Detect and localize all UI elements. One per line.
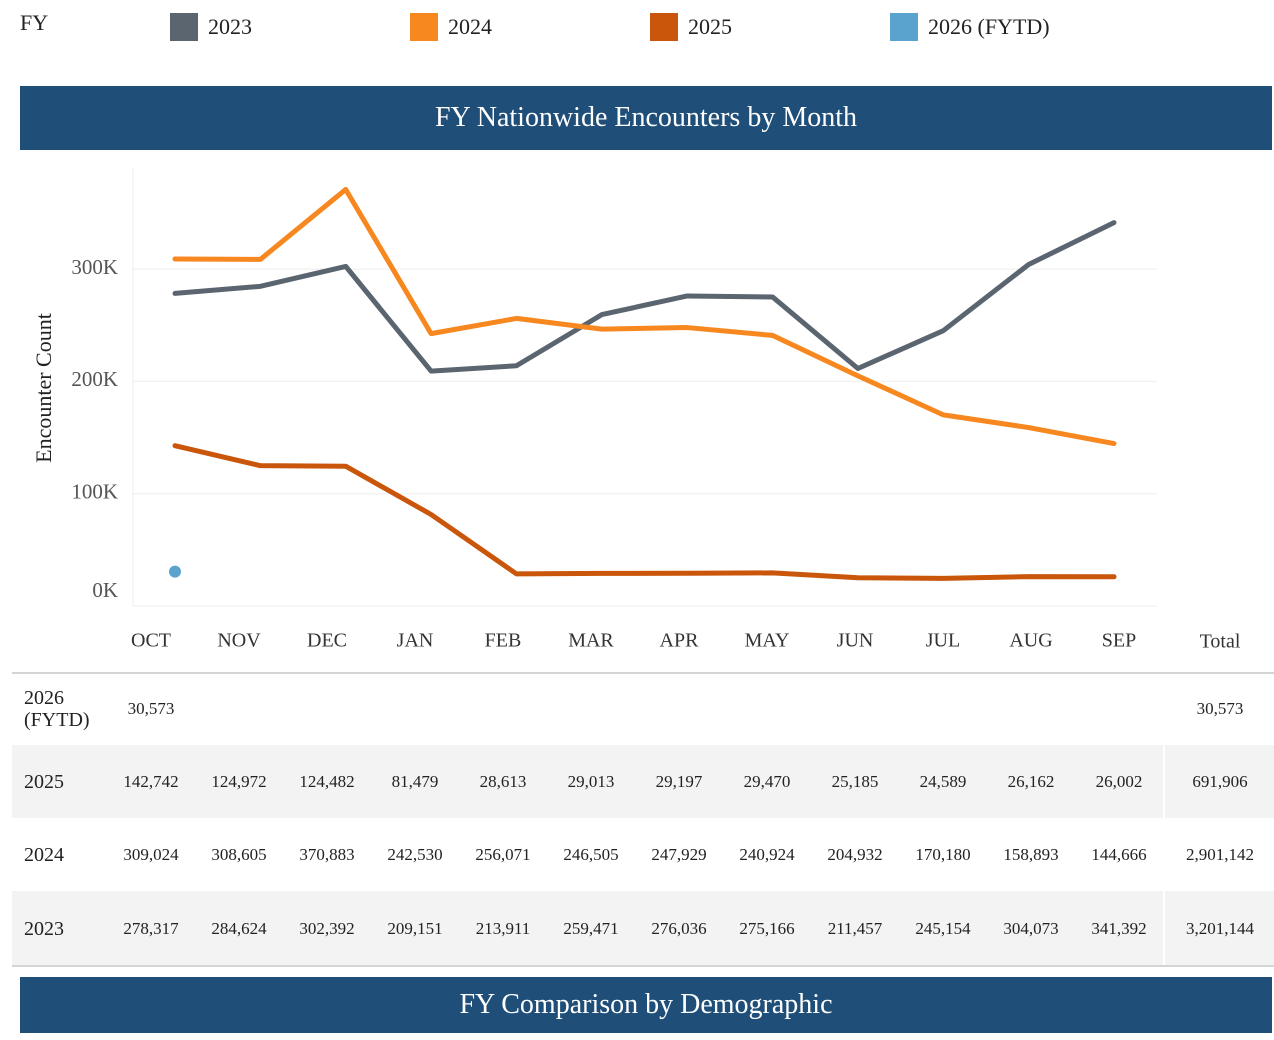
x-tick-label: NOV xyxy=(217,630,261,652)
table-cell: 25,185 xyxy=(831,771,879,791)
x-tick-label: JUN xyxy=(837,630,874,652)
row-background xyxy=(1165,891,1274,966)
table-cell: 304,073 xyxy=(1003,918,1059,938)
row-label: 2025 xyxy=(24,770,64,793)
legend-swatch xyxy=(170,13,198,41)
chart-title: FY Nationwide Encounters by Month xyxy=(20,86,1272,150)
data-point xyxy=(169,565,181,578)
x-tick-label: MAY xyxy=(745,630,790,652)
y-tick-label: 0K xyxy=(92,578,118,602)
total-cell: 3,201,144 xyxy=(1186,918,1254,938)
total-cell: 691,906 xyxy=(1192,771,1248,791)
table-cell: 213,911 xyxy=(475,918,531,938)
table-cell: 309,024 xyxy=(123,844,179,864)
legend-swatch xyxy=(410,13,438,41)
table-cell: 170,180 xyxy=(915,844,971,864)
x-tick-label: JAN xyxy=(397,630,434,652)
total-cell: 2,901,142 xyxy=(1186,844,1254,864)
section-title: FY Comparison by Demographic xyxy=(20,977,1272,1033)
x-tick-label: JUL xyxy=(926,630,960,652)
table-rule xyxy=(12,965,1274,967)
y-axis-label: Encounter Count xyxy=(31,313,56,463)
y-tick-label: 100K xyxy=(71,480,118,504)
table-cell: 28,613 xyxy=(479,771,527,791)
legend-label: 2024 xyxy=(448,14,492,39)
series-line xyxy=(172,443,1117,581)
x-tick-label: SEP xyxy=(1102,630,1136,652)
table-cell: 246,505 xyxy=(563,844,619,864)
table-cell: 209,151 xyxy=(387,918,443,938)
table-cell: 144,666 xyxy=(1091,844,1147,864)
legend-label: 2026 (FYTD) xyxy=(928,14,1050,39)
row-label: 2023 xyxy=(24,917,64,940)
row-label: 2026 (FYTD) xyxy=(24,687,90,731)
table-cell: 256,071 xyxy=(475,844,531,864)
x-tick-label: MAR xyxy=(568,630,614,652)
total-header: Total xyxy=(1200,631,1241,653)
table-cell: 242,530 xyxy=(387,844,443,864)
table-cell: 284,624 xyxy=(211,918,267,938)
table-cell: 81,479 xyxy=(391,771,439,791)
legend-label: 2023 xyxy=(208,14,252,39)
table-cell: 124,972 xyxy=(211,771,267,791)
table-cell: 308,605 xyxy=(211,844,267,864)
legend-swatch xyxy=(650,13,678,41)
table-cell: 124,482 xyxy=(299,771,355,791)
legend-swatch xyxy=(890,13,918,41)
chart: Encounter Count 0K 100K 200K 300K OCT NOV DEC J… xyxy=(31,168,1241,653)
table-cell: 259,471 xyxy=(563,918,619,938)
x-tick-label: APR xyxy=(660,630,700,652)
table-cell: 204,932 xyxy=(827,844,883,864)
legend-label: 2025 xyxy=(688,14,732,39)
x-tick-label: FEB xyxy=(485,630,522,652)
table-cell: 158,893 xyxy=(1003,844,1059,864)
table-cell: 276,036 xyxy=(651,918,707,938)
series-line xyxy=(172,220,1117,374)
row-background xyxy=(1165,745,1274,818)
total-cell: 30,573 xyxy=(1196,699,1244,718)
table-cell: 30,573 xyxy=(127,699,175,718)
table-rule xyxy=(12,672,1274,674)
table-cell: 275,166 xyxy=(739,918,795,938)
table-cell: 240,924 xyxy=(739,844,795,864)
table-cell: 29,197 xyxy=(655,771,703,791)
x-tick-label: DEC xyxy=(307,630,347,652)
table-cell: 142,742 xyxy=(123,771,179,791)
x-tick-label: AUG xyxy=(1009,630,1052,652)
table-cell: 247,929 xyxy=(651,844,707,864)
legend-title: FY xyxy=(20,10,49,35)
row-background xyxy=(12,891,1163,966)
table-cell: 278,317 xyxy=(123,918,179,938)
table-cell: 24,589 xyxy=(919,771,967,791)
y-tick-label: 200K xyxy=(71,367,118,391)
table-cell: 341,392 xyxy=(1091,918,1147,938)
table-cell: 29,470 xyxy=(743,771,791,791)
table-cell: 245,154 xyxy=(915,918,971,938)
table-cell: 370,883 xyxy=(299,844,355,864)
y-tick-label: 300K xyxy=(71,255,118,279)
x-tick-label: OCT xyxy=(131,630,171,652)
table-cell: 302,392 xyxy=(299,918,355,938)
table-cell: 26,002 xyxy=(1095,771,1143,791)
row-background xyxy=(12,745,1163,818)
table-cell: 211,457 xyxy=(827,918,883,938)
table-cell: 26,162 xyxy=(1007,771,1055,791)
series-line xyxy=(172,186,1117,447)
row-label: 2024 xyxy=(24,843,64,866)
table-cell: 29,013 xyxy=(567,771,615,791)
